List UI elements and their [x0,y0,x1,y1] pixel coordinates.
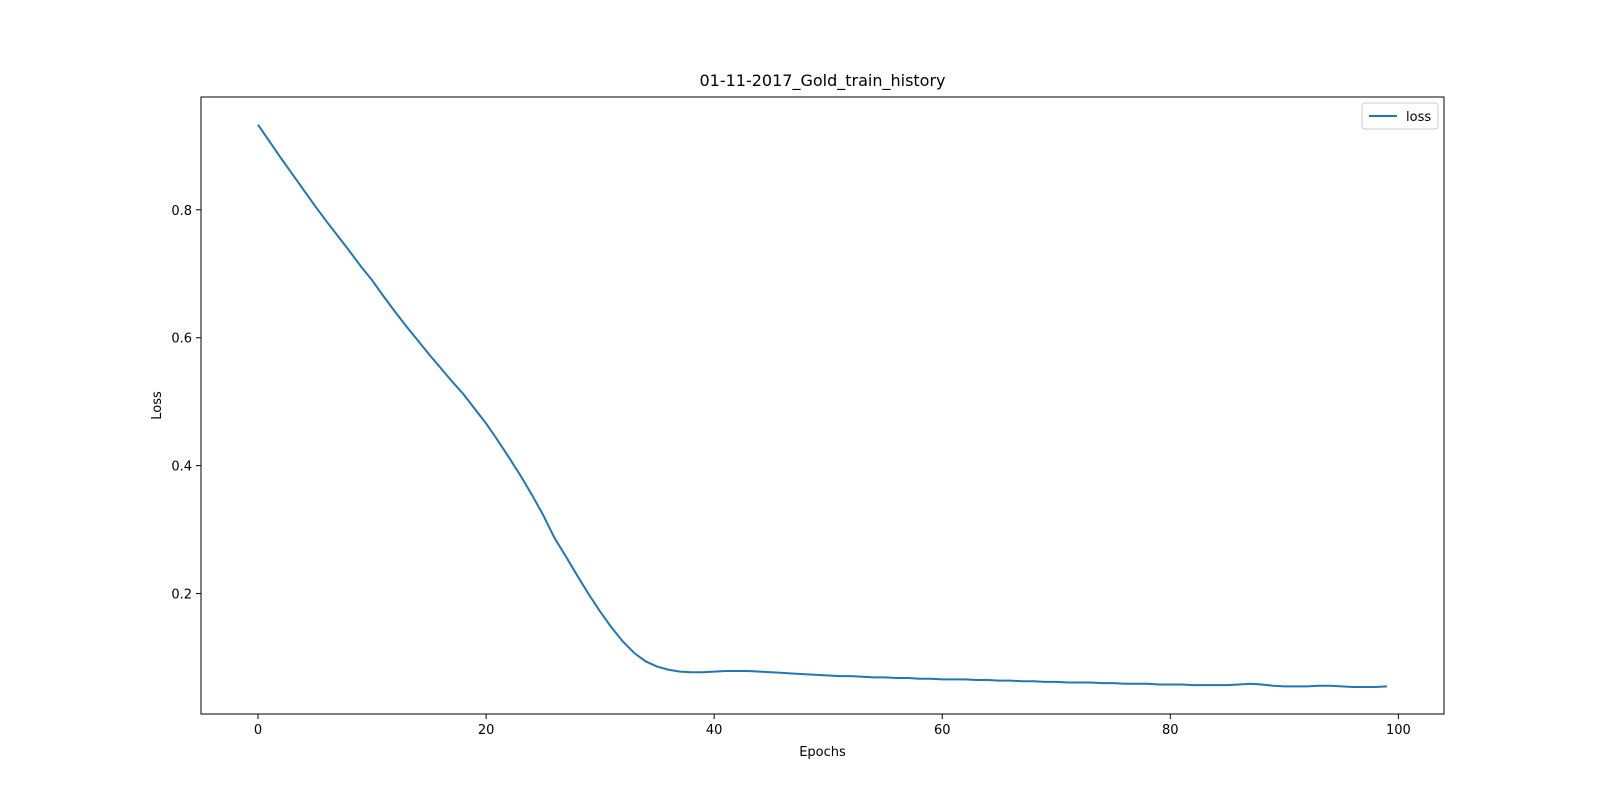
legend-label-loss: loss [1406,110,1431,125]
y-axis-ticks: 0.2 0.4 0.6 0.8 [171,204,201,603]
plot-area [200,96,1445,715]
x-tick-label: 100 [1386,723,1411,738]
chart-title: 01-11-2017_Gold_train_history [699,71,945,91]
legend: loss [1361,102,1439,130]
x-axis-title: Epochs [799,745,846,760]
x-tick-label: 60 [934,723,951,738]
plot-frame [200,96,1445,715]
x-tick-label: 0 [254,723,262,738]
x-tick-label: 20 [478,723,495,738]
y-tick-label: 0.8 [171,204,192,219]
y-tick-label: 0.6 [171,332,192,347]
x-tick-label: 80 [1162,723,1179,738]
legend-box [1361,102,1439,130]
series-line-loss [257,124,1388,688]
x-axis-ticks: 0 20 40 60 80 100 [254,714,1411,738]
x-tick-label: 40 [706,723,723,738]
y-tick-label: 0.2 [171,588,192,603]
y-tick-label: 0.4 [171,460,192,475]
y-axis-title: Loss [150,391,165,420]
